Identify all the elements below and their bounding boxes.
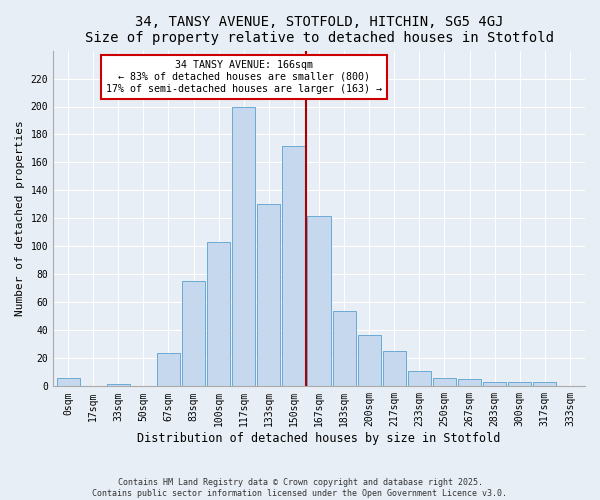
Bar (383, 352, 406, 386)
Bar (332, 311, 356, 386)
Bar (232, 106, 255, 386)
Bar (257, 204, 280, 386)
Bar (56, 378, 80, 386)
Bar (483, 382, 506, 386)
Bar (458, 380, 481, 386)
Bar (207, 242, 230, 386)
Bar (307, 216, 331, 386)
Bar (157, 353, 180, 386)
Bar (182, 282, 205, 387)
Bar (433, 378, 456, 386)
Y-axis label: Number of detached properties: Number of detached properties (15, 120, 25, 316)
Bar (358, 334, 381, 386)
Bar (533, 382, 556, 386)
Title: 34, TANSY AVENUE, STOTFOLD, HITCHIN, SG5 4GJ
Size of property relative to detach: 34, TANSY AVENUE, STOTFOLD, HITCHIN, SG5… (85, 15, 554, 45)
Bar (508, 382, 532, 386)
Text: Contains HM Land Registry data © Crown copyright and database right 2025.
Contai: Contains HM Land Registry data © Crown c… (92, 478, 508, 498)
Bar (408, 371, 431, 386)
Text: 34 TANSY AVENUE: 166sqm
← 83% of detached houses are smaller (800)
17% of semi-d: 34 TANSY AVENUE: 166sqm ← 83% of detache… (106, 60, 382, 94)
Bar (107, 384, 130, 386)
Bar (283, 146, 305, 386)
X-axis label: Distribution of detached houses by size in Stotfold: Distribution of detached houses by size … (137, 432, 501, 445)
